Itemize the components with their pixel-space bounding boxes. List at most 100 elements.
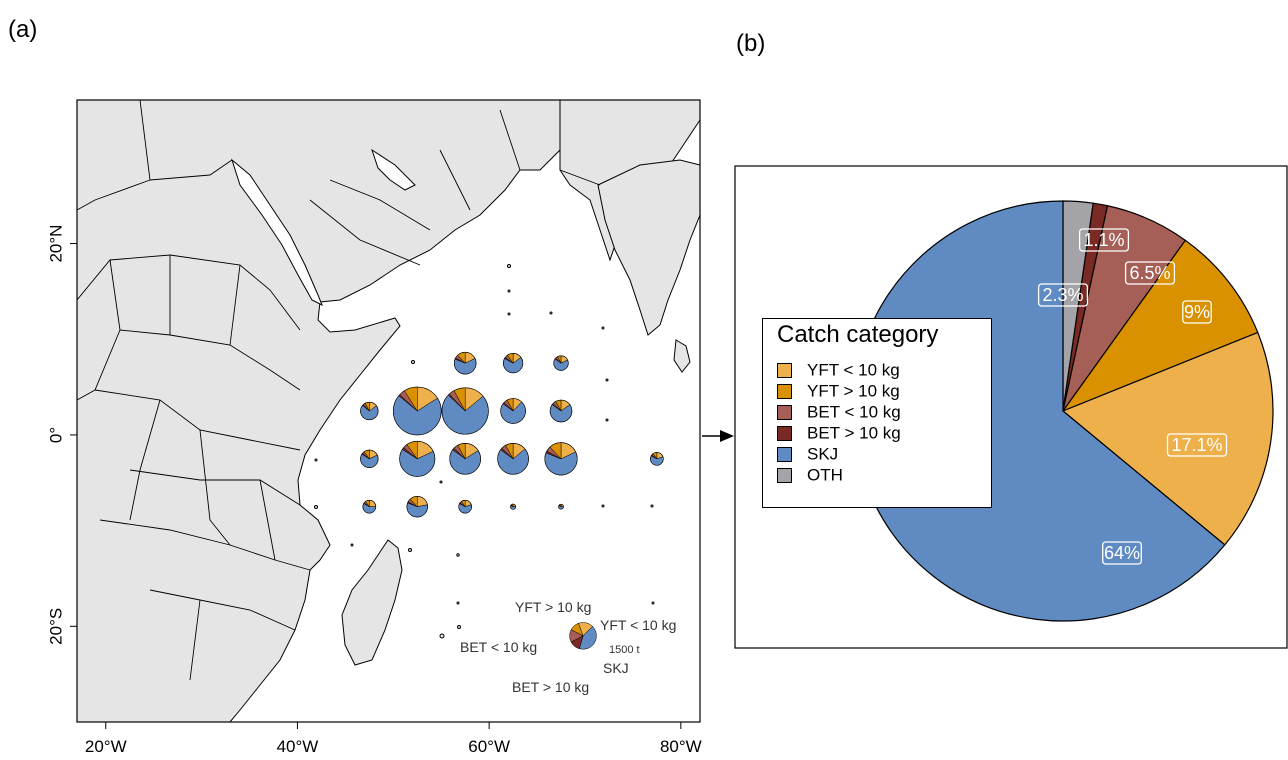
pie-percent-label: 1.1%: [1083, 230, 1124, 250]
size-legend-bet-small: BET < 10 kg: [460, 639, 537, 655]
pie-percent-label: 6.5%: [1129, 263, 1170, 283]
legend-item: SKJ: [777, 445, 838, 463]
legend-label: YFT > 10 kg: [807, 381, 900, 401]
map-pie: [503, 353, 524, 374]
map-land: [77, 100, 700, 722]
map-pie: [553, 355, 569, 371]
persian-gulf: [371, 148, 416, 191]
legend-label: BET > 10 kg: [807, 423, 901, 443]
legend-swatch: [777, 363, 792, 379]
x-tick-label: 80°W: [660, 737, 702, 756]
map-pie-outline: [453, 351, 477, 375]
map-pie-outline: [500, 398, 526, 424]
country-borders: [77, 100, 601, 681]
map-pie-outline: [360, 449, 379, 468]
pie-label-box: [1124, 261, 1176, 285]
legend-item: YFT > 10 kg: [777, 382, 900, 400]
map-pie: [650, 452, 664, 466]
map-pie: [453, 351, 477, 375]
pie-percent-label: 9%: [1184, 302, 1210, 322]
map-pie: [510, 503, 517, 510]
map-pie-outline: [449, 443, 481, 475]
map-pie: [392, 386, 442, 436]
legend-swatch: [777, 447, 792, 463]
map-pie-outline: [458, 499, 472, 514]
x-tick-label: 60°W: [468, 737, 510, 756]
map-pie-outline: [441, 387, 489, 435]
size-legend-pie: [569, 622, 597, 650]
land-sri-lanka: [673, 339, 691, 373]
map-pie: [458, 499, 472, 514]
map-frame: [76, 99, 701, 723]
pie-percent-label: 64%: [1104, 543, 1140, 563]
pie-legend: Catch category YFT < 10 kg YFT > 10 kg BET…: [762, 318, 992, 508]
size-legend-yft-small: YFT < 10 kg: [600, 617, 676, 633]
pie-labels: 2.3% 1.1%6.5% 9% 17.1% 64%: [1037, 228, 1228, 565]
map-pie: [497, 443, 529, 475]
map-pie-outline: [392, 386, 442, 436]
map-pie-outline: [503, 353, 524, 374]
map-pie: [558, 503, 564, 510]
map-pie-outline: [406, 496, 428, 518]
map-axes: 20°W 40°W 60°W 80°W 20°N 0° 20°S: [46, 225, 701, 756]
panel-b-label: (b): [736, 30, 766, 57]
legend-swatch: [777, 405, 792, 421]
legend-label: SKJ: [807, 444, 839, 464]
size-legend-skj: SKJ: [603, 660, 629, 676]
pie-label-box: [1102, 541, 1142, 565]
map-pie-outline: [650, 452, 664, 466]
panel-a-label: (a): [8, 16, 38, 43]
map-pie-outline: [544, 442, 578, 476]
map-pie: [360, 449, 379, 468]
map-pies: [360, 351, 664, 518]
y-tick-label: 20°S: [46, 608, 65, 645]
map-pie-outline: [558, 503, 564, 510]
map-pie: [362, 499, 377, 514]
land-madagascar: [341, 539, 403, 666]
legend-swatch: [777, 468, 792, 484]
pie-slice-yft-10-kg: [1061, 239, 1259, 413]
x-tick-label: 40°W: [277, 737, 319, 756]
pie-frame: [734, 165, 1288, 649]
legend-label: YFT < 10 kg: [807, 360, 900, 380]
map-pie: [441, 387, 489, 435]
map-pie: [406, 496, 428, 518]
red-sea: [231, 158, 323, 307]
size-legend-scale: 1500 t: [609, 644, 640, 656]
legend-title: Catch category: [777, 321, 939, 348]
pie-label-box: [1182, 300, 1212, 324]
legend-label: BET < 10 kg: [807, 402, 901, 422]
y-tick-label: 0°: [46, 427, 65, 443]
map-pie-outline: [553, 355, 569, 371]
size-legend: YFT > 10 kg YFT < 10 kg BET < 10 kg 1500…: [460, 599, 676, 695]
y-tick-label: 20°N: [46, 225, 65, 263]
map-pie: [544, 442, 578, 476]
map-pie: [449, 443, 481, 475]
map-pie: [399, 440, 436, 477]
pie-label-box: [1166, 433, 1228, 457]
legend-item: YFT < 10 kg: [777, 361, 900, 379]
pie-label-box: [1037, 283, 1089, 307]
legend-pie-wedge: [569, 629, 584, 643]
islands: [314, 264, 655, 639]
legend-swatch: [777, 426, 792, 442]
map-pie: [360, 401, 379, 421]
map-pie: [500, 398, 526, 424]
legend-swatch: [777, 384, 792, 400]
legend-pie-wedge: [579, 626, 597, 650]
map-pie-outline: [399, 440, 436, 477]
pie-label-box: [1078, 228, 1130, 252]
size-legend-yft-large: YFT > 10 kg: [515, 599, 591, 615]
arrow-a-to-b: [702, 430, 734, 442]
legend-item: BET < 10 kg: [777, 403, 901, 421]
size-legend-bet-large: BET > 10 kg: [512, 679, 589, 695]
pie-percent-label: 17.1%: [1171, 435, 1222, 455]
map-pie-outline: [510, 503, 517, 510]
map-pie-outline: [549, 399, 573, 423]
legend-item: OTH: [777, 466, 843, 484]
map-pie-outline: [362, 499, 377, 514]
legend-label: OTH: [807, 465, 843, 485]
map-pie-outline: [497, 443, 529, 475]
